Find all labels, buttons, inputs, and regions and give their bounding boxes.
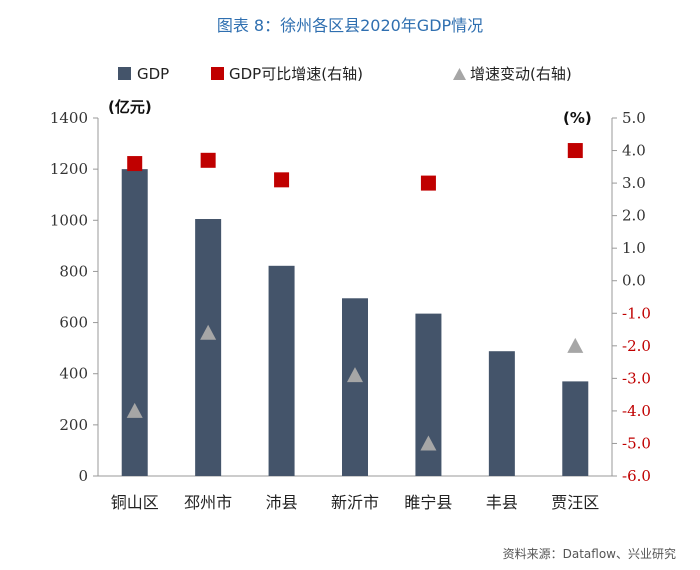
change-markers <box>126 324 584 451</box>
right-tick-label: -4.0 <box>622 402 651 420</box>
growth-marker <box>274 172 290 188</box>
legend-label-change: 增速变动(右轴) <box>470 65 572 83</box>
legend-swatch-change <box>453 68 466 80</box>
chart-title: 图表 8：徐州各区县2020年GDP情况 <box>216 16 484 35</box>
growth-marker <box>200 152 216 168</box>
left-axis-ticks: 0 200 400 600 800 1000 1200 1400 <box>50 109 98 485</box>
left-axis-unit: (亿元) <box>108 98 152 116</box>
change-marker <box>126 402 143 418</box>
legend-swatch-growth <box>211 67 224 80</box>
left-tick-label: 1200 <box>50 160 88 178</box>
gdp-bar <box>268 265 295 476</box>
right-tick-label: -2.0 <box>622 337 651 355</box>
right-tick-label: 2.0 <box>622 207 646 225</box>
source-note: 资料来源：Dataflow、兴业研究 <box>502 547 676 561</box>
gdp-bar <box>562 381 589 476</box>
gdp-bar <box>488 351 515 476</box>
legend-swatch-gdp <box>118 67 131 80</box>
right-tick-label: 4.0 <box>622 142 646 160</box>
category-label: 沛县 <box>266 493 298 512</box>
category-label: 铜山区 <box>111 493 159 512</box>
right-tick-label: -5.0 <box>622 434 651 452</box>
right-tick-label: 3.0 <box>622 174 646 192</box>
right-tick-label: 1.0 <box>622 239 646 257</box>
legend-label-gdp: GDP <box>137 65 169 83</box>
left-tick-label: 400 <box>59 365 88 383</box>
left-tick-label: 800 <box>59 262 88 280</box>
right-tick-label: 5.0 <box>622 109 646 127</box>
gdp-bar <box>121 169 148 476</box>
right-tick-label: -1.0 <box>622 304 651 322</box>
legend: GDP GDP可比增速(右轴) 增速变动(右轴) <box>118 65 572 83</box>
category-labels: 铜山区 邳州市 沛县 新沂市 睢宁县 丰县 贾汪区 <box>111 493 600 512</box>
right-tick-label: 0.0 <box>622 272 646 290</box>
left-tick-label: 1000 <box>50 211 88 229</box>
right-axis-ticks: 5.0 4.0 3.0 2.0 1.0 0.0 -1.0 -2.0 -3.0 -4.0 -5.0 -6… <box>612 109 651 485</box>
growth-marker <box>127 156 143 172</box>
right-tick-label: -3.0 <box>622 369 651 387</box>
legend-label-growth: GDP可比增速(右轴) <box>229 65 363 83</box>
change-marker <box>567 337 584 353</box>
right-axis-unit: (%) <box>563 109 592 127</box>
gdp-bar <box>342 298 368 476</box>
category-label: 睢宁县 <box>404 493 452 512</box>
category-label: 贾汪区 <box>551 493 599 512</box>
growth-markers <box>127 143 583 191</box>
gdp-bars <box>121 169 589 476</box>
category-label: 丰县 <box>486 493 518 512</box>
left-tick-label: 0 <box>78 467 88 485</box>
left-tick-label: 1400 <box>50 109 88 127</box>
growth-marker <box>420 175 436 191</box>
change-marker <box>420 435 437 451</box>
right-tick-label: -6.0 <box>622 467 651 485</box>
change-marker <box>347 367 363 383</box>
gdp-bar <box>195 219 222 476</box>
category-label: 新沂市 <box>331 493 379 512</box>
change-marker <box>200 324 217 340</box>
left-tick-label: 600 <box>59 314 88 332</box>
category-label: 邳州市 <box>184 493 232 512</box>
growth-marker <box>567 143 583 159</box>
left-tick-label: 200 <box>59 416 88 434</box>
gdp-bar <box>415 313 442 476</box>
